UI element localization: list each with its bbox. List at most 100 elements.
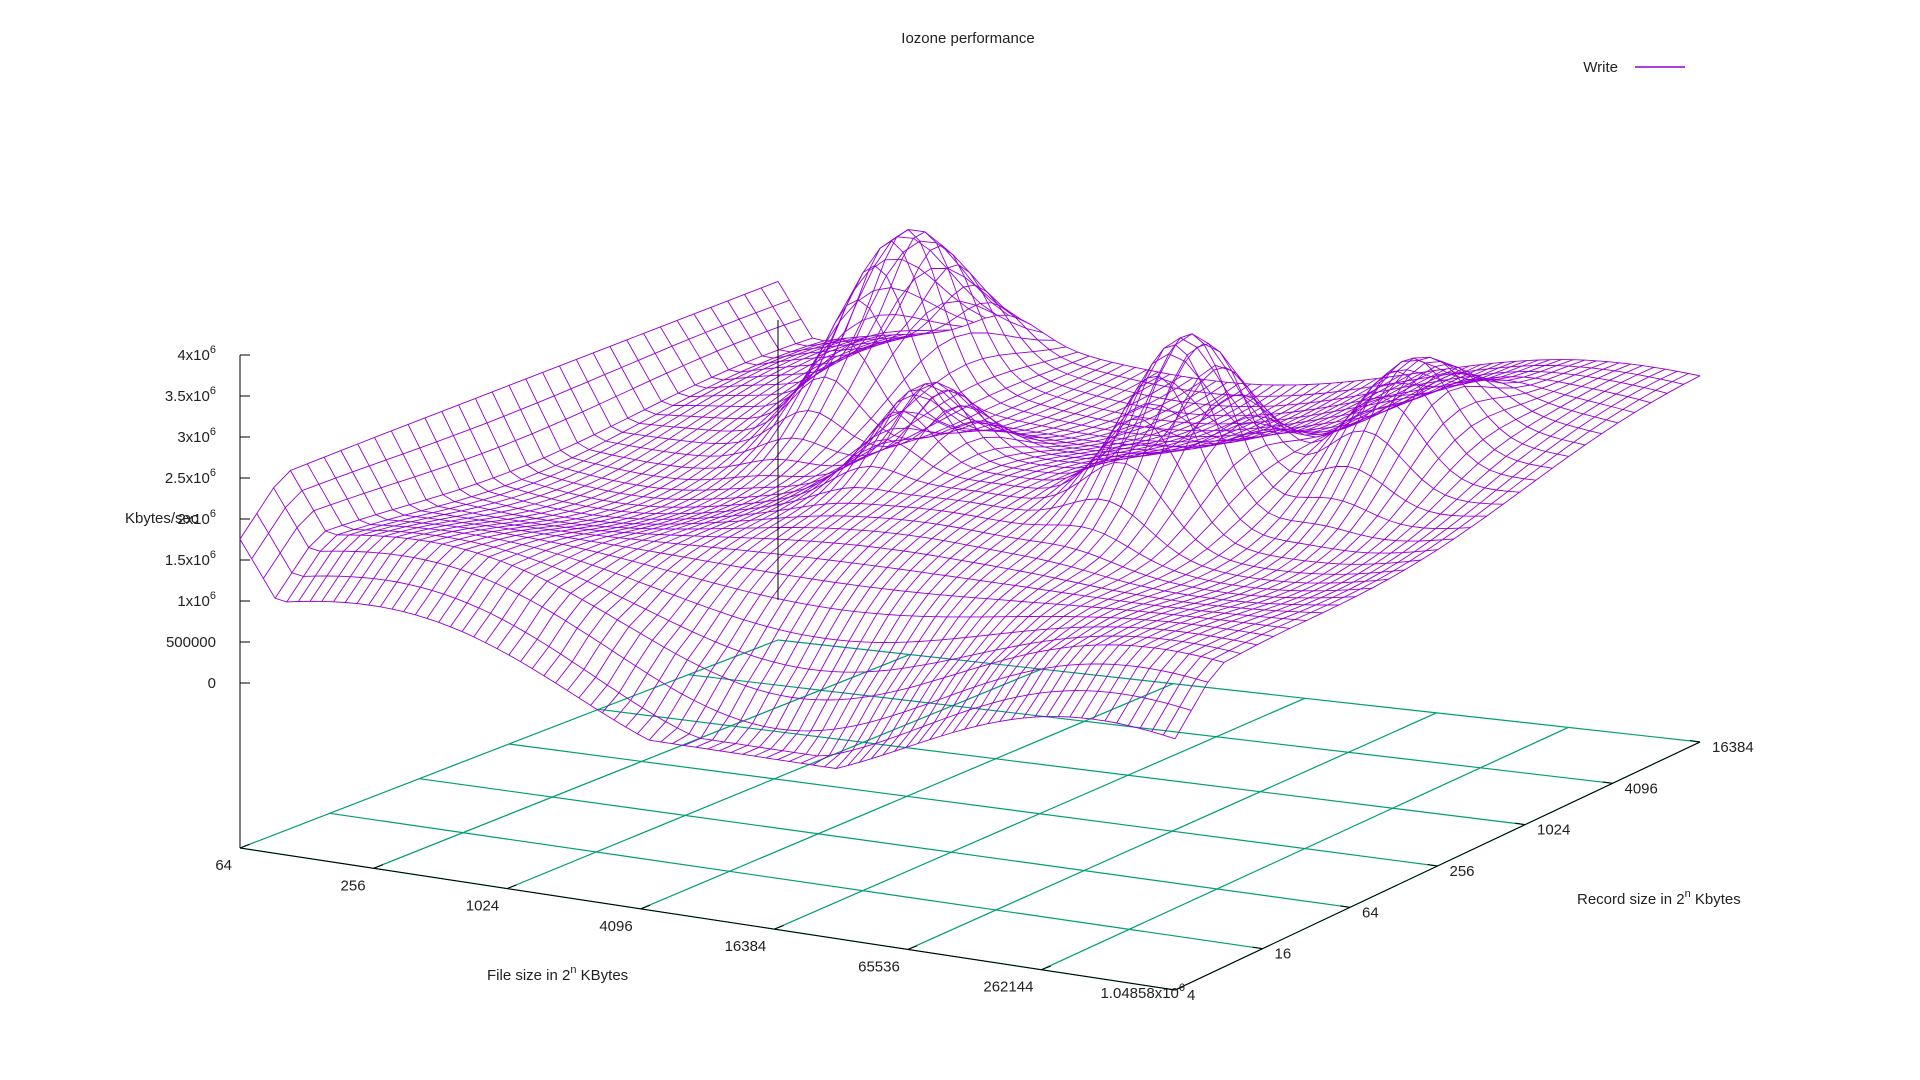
x-tick-label-text: 4096 xyxy=(599,918,632,935)
z-tick-label: 2x106 xyxy=(177,508,216,528)
surface-line-file xyxy=(710,244,1635,425)
z-tick-label-sup: 6 xyxy=(210,590,216,602)
y-tick-label: 64 xyxy=(1362,904,1379,921)
y-tick-mark xyxy=(1252,946,1263,950)
x-tick-label-text: 1024 xyxy=(466,898,499,915)
z-tick-label-text: 1.5x10 xyxy=(165,552,210,569)
surface-line-record xyxy=(917,364,1447,744)
grid-line-y xyxy=(508,743,1438,867)
surface-line-record xyxy=(905,343,1436,748)
surface-line-record xyxy=(847,378,1378,766)
surface-line-record xyxy=(742,384,1274,755)
surface-line-record xyxy=(239,280,779,540)
surface-line-file xyxy=(744,284,1668,408)
x-tick-mark xyxy=(239,843,250,849)
x-tick-label: 16384 xyxy=(725,938,767,955)
z-tick-label: 1x106 xyxy=(177,590,216,610)
surface-line-record xyxy=(789,383,1320,762)
x-tick-mark xyxy=(1041,965,1051,971)
surface-line-record xyxy=(812,381,1343,766)
surface-line-record xyxy=(683,380,1217,746)
surface-line-record xyxy=(613,369,1148,721)
surface-line-record xyxy=(964,362,1493,730)
surface-line-record xyxy=(1069,360,1597,718)
x-tick-label-text: 1.04858x10 xyxy=(1100,985,1178,1002)
surface-line-record xyxy=(859,376,1390,763)
grid-line-y xyxy=(688,674,1613,784)
x-axis-label-sup: n xyxy=(570,964,576,976)
x-tick-label: 64 xyxy=(215,857,232,874)
surface-line-record xyxy=(824,380,1355,768)
surface-line-record xyxy=(1139,368,1666,729)
surface-line-record xyxy=(719,383,1251,752)
z-tick-label: 3.5x106 xyxy=(165,385,216,405)
surface-line-record xyxy=(438,287,975,623)
surface-line-record xyxy=(1174,375,1701,740)
z-tick-label-text: 3.5x10 xyxy=(165,388,210,405)
surface-line-record xyxy=(987,360,1516,724)
surface-line-record xyxy=(730,384,1263,753)
y-tick-label: 4096 xyxy=(1625,780,1658,797)
y-tick-mark xyxy=(1165,988,1176,991)
x-tick-label-text: 256 xyxy=(341,877,366,894)
y-tick-label: 4 xyxy=(1187,987,1195,1004)
x-tick-label: 262144 xyxy=(983,979,1033,996)
legend: Write xyxy=(1583,59,1685,76)
x-tick-label: 65536 xyxy=(858,958,900,975)
surface-line-record xyxy=(707,382,1240,750)
surface-line-record xyxy=(321,336,859,602)
surface-line-record xyxy=(426,314,963,619)
surface-line-record xyxy=(1151,370,1678,732)
surface-line-record xyxy=(999,360,1528,722)
surface-line-record xyxy=(566,358,1101,691)
surface-line-record xyxy=(1081,361,1608,719)
surface-line-record xyxy=(601,367,1136,713)
y-axis-label-text: Record size in 2 xyxy=(1577,891,1685,908)
x-tick-label-text: 65536 xyxy=(858,958,900,975)
z-tick-label-text: 1x10 xyxy=(177,593,210,610)
z-tick-label-sup: 6 xyxy=(210,549,216,561)
z-tick-label: 2.5x106 xyxy=(165,467,216,487)
surface-line-record xyxy=(975,361,1505,727)
surface-line-record xyxy=(835,379,1367,769)
surface-line-file xyxy=(458,404,1389,584)
surface-line-record xyxy=(286,340,825,603)
grid-line-y xyxy=(777,639,1701,743)
surface-line-record xyxy=(508,300,1044,656)
z-tick-label: 500000 xyxy=(166,634,216,651)
x-axis-label: File size in 2n KBytes xyxy=(487,964,628,984)
surface-line-record xyxy=(473,229,1009,638)
x-tick-label-text: 262144 xyxy=(983,979,1033,996)
surface-line-record xyxy=(1104,363,1631,722)
surface-line-record xyxy=(940,365,1470,737)
surface-line-record xyxy=(637,373,1171,735)
grid-line-y xyxy=(329,812,1263,950)
z-tick-label-sup: 6 xyxy=(210,344,216,356)
surface-line-record xyxy=(894,333,1424,752)
y-axis-label-sup: n xyxy=(1685,888,1691,900)
z-tick-label-text: 2.5x10 xyxy=(165,470,210,487)
x-tick-label-text: 64 xyxy=(215,857,232,874)
surface-line-record xyxy=(1092,362,1620,720)
x-tick-label-sup: 6 xyxy=(1179,982,1185,994)
grid-line-y xyxy=(419,778,1351,908)
x-tick-mark xyxy=(907,945,918,950)
surface-line-record xyxy=(496,267,1032,649)
z-tick-label-sup: 6 xyxy=(210,467,216,479)
x-axis-line xyxy=(239,847,1176,991)
x-tick-label: 4096 xyxy=(599,918,632,935)
surface-line-record xyxy=(414,329,951,616)
z-tick-label: 0 xyxy=(208,675,216,692)
x-tick-label: 256 xyxy=(341,877,366,894)
surface-line-record xyxy=(952,364,1482,733)
z-tick-label: 3x106 xyxy=(177,426,216,446)
surface-line-record xyxy=(344,334,882,603)
base-grid xyxy=(239,639,1701,991)
grid-line-y xyxy=(598,708,1526,826)
surface-line-record xyxy=(461,236,998,632)
x-axis-ticks: 64 256 1024 4096 16384 65536 262144 1.04858x106 xyxy=(215,843,1185,1002)
surface-line-record xyxy=(882,337,1413,756)
x-tick-mark xyxy=(1174,985,1185,991)
surface-line-record xyxy=(660,377,1194,743)
y-tick-mark xyxy=(1340,905,1351,908)
